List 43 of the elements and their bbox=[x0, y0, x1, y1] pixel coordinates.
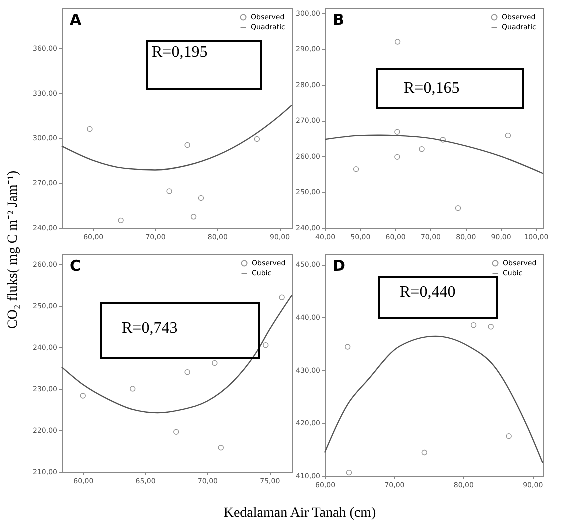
point bbox=[470, 322, 477, 328]
point bbox=[190, 214, 197, 220]
point bbox=[506, 434, 512, 440]
point bbox=[80, 393, 86, 399]
point bbox=[346, 470, 352, 476]
point bbox=[218, 445, 224, 451]
text-box: R=0,165 bbox=[376, 68, 524, 109]
point bbox=[279, 294, 285, 300]
point bbox=[440, 137, 446, 143]
point bbox=[130, 386, 136, 392]
point bbox=[212, 360, 218, 366]
point bbox=[505, 132, 512, 139]
text-box: R=0,440 bbox=[378, 276, 498, 319]
line-series bbox=[324, 134, 544, 174]
point bbox=[422, 450, 428, 456]
line-series bbox=[61, 104, 293, 171]
point bbox=[184, 142, 190, 148]
point bbox=[118, 218, 124, 224]
point bbox=[263, 342, 269, 348]
point bbox=[455, 205, 462, 212]
point bbox=[198, 195, 204, 202]
chart-title: A bbox=[70, 11, 82, 29]
point bbox=[87, 126, 93, 132]
point bbox=[394, 154, 400, 160]
chart-title: D bbox=[333, 257, 346, 275]
text-box: R=0,195 bbox=[146, 40, 262, 90]
point bbox=[166, 188, 172, 194]
point bbox=[419, 146, 425, 152]
point bbox=[488, 324, 494, 330]
point bbox=[394, 39, 401, 45]
point bbox=[184, 370, 190, 376]
y-axis-title: CO₂ fluks( mg C m⁻² Jam⁻¹) bbox=[5, 170, 22, 330]
point bbox=[394, 129, 400, 135]
line-series bbox=[61, 294, 293, 414]
text-box: R=0,743 bbox=[100, 302, 260, 359]
chart-title: B bbox=[333, 11, 344, 29]
x-axis-title: Kedalaman Air Tanah (cm) bbox=[224, 506, 376, 522]
chart-title: C bbox=[70, 257, 82, 275]
point bbox=[344, 344, 351, 350]
point bbox=[353, 166, 360, 172]
line-series bbox=[324, 336, 544, 464]
point bbox=[254, 136, 260, 142]
point bbox=[174, 429, 180, 435]
